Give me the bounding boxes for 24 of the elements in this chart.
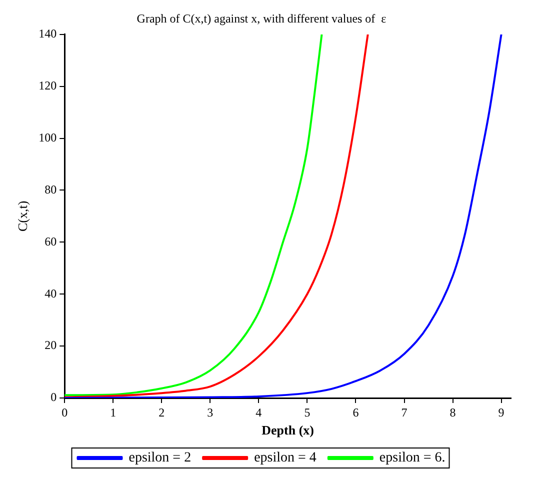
- y-tick-label: 20: [44, 338, 57, 352]
- y-tick-label: 60: [44, 234, 57, 248]
- x-tick-label: 2: [158, 405, 165, 420]
- legend-label: epsilon = 4: [254, 450, 316, 466]
- x-tick-label: 7: [401, 405, 408, 420]
- x-axis-title: Depth (x): [262, 422, 314, 438]
- x-tick-label: 0: [62, 405, 68, 420]
- x-tick-label: 3: [207, 405, 214, 420]
- legend-label: epsilon = 6.: [379, 450, 446, 466]
- x-tick-label: 8: [450, 405, 456, 420]
- y-tick-label: 140: [38, 26, 57, 41]
- x-tick-label: 6: [352, 405, 359, 420]
- y-tick-label: 80: [44, 182, 57, 196]
- y-tick-label: 40: [44, 286, 57, 300]
- x-tick-label: 1: [110, 405, 116, 420]
- x-tick-label: 4: [256, 405, 262, 420]
- legend-label: epsilon = 2: [128, 450, 192, 466]
- x-tick-label: 5: [304, 405, 310, 420]
- chart-title: Graph of C(x,t) against x, with different values of ε: [136, 11, 386, 26]
- y-axis-title: C(x,t): [15, 200, 30, 232]
- y-tick-label: 100: [38, 130, 57, 144]
- y-tick-label: 120: [38, 78, 57, 92]
- x-tick-label: 9: [498, 405, 504, 420]
- y-tick-label: 0: [50, 390, 57, 404]
